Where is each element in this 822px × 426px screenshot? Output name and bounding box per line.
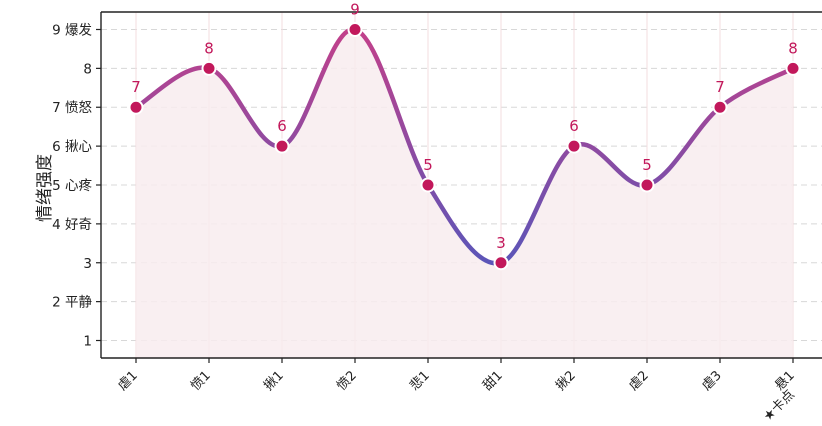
x-tick-label: 愤2 <box>334 368 360 394</box>
x-tick-label: 虐2 <box>625 368 651 394</box>
y-tick-label: 4 好奇 <box>52 216 92 233</box>
y-tick-label: 7 愤怒 <box>52 100 92 116</box>
y-tick-label: 6 揪心 <box>52 139 92 155</box>
y-tick-label: 9 爆发 <box>52 22 92 38</box>
data-label: 6 <box>277 117 287 135</box>
data-point <box>639 177 655 193</box>
data-label: 7 <box>715 78 725 96</box>
axes <box>96 11 822 363</box>
data-point <box>493 255 509 271</box>
area-under-curve <box>136 29 793 358</box>
emotion-series-line <box>133 27 796 266</box>
data-label: 8 <box>788 39 798 57</box>
x-tick-label: 悲1 <box>406 368 432 394</box>
y-tick-label: 8 <box>83 61 92 77</box>
y-tick-label: 2 平静 <box>52 295 92 311</box>
data-point <box>566 138 582 154</box>
data-label: 6 <box>569 117 579 135</box>
y-tick-label: 3 <box>83 256 92 272</box>
y-tick-label: 5 心疼 <box>52 178 92 194</box>
y-axis-label: 情绪强度 <box>35 154 55 222</box>
data-label: 7 <box>131 78 141 96</box>
x-tick-label: 揪1 <box>260 368 286 394</box>
data-point <box>128 99 144 115</box>
data-label: 3 <box>496 234 506 252</box>
data-point <box>420 177 436 193</box>
x-tick-note: ★卡点 <box>761 387 798 424</box>
data-point <box>274 138 290 154</box>
data-point <box>347 21 363 37</box>
y-ticks: 1 2 平静 3 4 好奇 5 心疼 6 揪心 7 愤怒 8 9 爆发 <box>52 22 92 349</box>
data-point <box>712 99 728 115</box>
data-point <box>201 60 217 76</box>
x-tick-label: 虐3 <box>698 368 724 394</box>
x-ticks: 虐1 愤1 揪1 愤2 悲1 甜1 揪2 虐2 虐3 悬1★卡点 <box>114 368 797 425</box>
x-tick-label: 揪2 <box>552 368 578 394</box>
data-label: 5 <box>642 156 652 174</box>
data-label: 5 <box>423 156 433 174</box>
data-labels: 7 8 6 9 5 3 6 5 7 8 <box>131 0 798 251</box>
x-tick-label: 甜1 <box>479 368 505 394</box>
data-point <box>785 60 801 76</box>
data-points <box>128 21 801 271</box>
data-label: 8 <box>204 39 214 57</box>
y-tick-label: 1 <box>83 334 92 350</box>
x-tick-label: 虐1 <box>114 368 140 394</box>
data-label: 9 <box>350 0 360 18</box>
x-tick-label: 愤1 <box>188 368 214 394</box>
